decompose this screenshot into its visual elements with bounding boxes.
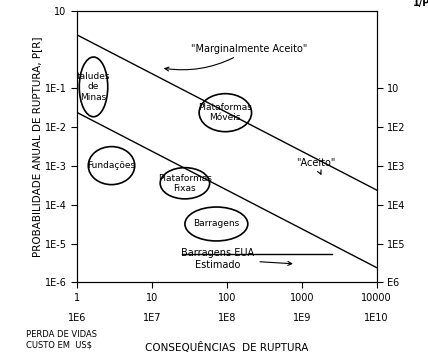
Text: "Aceito": "Aceito" [296, 157, 335, 174]
X-axis label: CONSE​QUÊNCIAS  DE RUPTURA: CONSE​QUÊNCIAS DE RUPTURA [145, 342, 309, 353]
Text: Fundações: Fundações [87, 161, 136, 170]
Text: Barragens EUA
Estimado: Barragens EUA Estimado [181, 248, 292, 270]
Text: PERDA DE VIDAS
CUSTO EM  US$: PERDA DE VIDAS CUSTO EM US$ [26, 330, 97, 349]
Text: Plataformas
Móveis: Plataformas Móveis [199, 103, 252, 122]
Text: 1E6: 1E6 [68, 313, 86, 323]
Text: 1E7: 1E7 [143, 313, 161, 323]
Text: 1E8: 1E8 [218, 313, 236, 323]
Text: 1E9: 1E9 [293, 313, 311, 323]
Y-axis label: PROBABILIDADE ANUAL DE RUPTURA, P[R]: PROBABILIDADE ANUAL DE RUPTURA, P[R] [32, 36, 42, 257]
Text: 1E10: 1E10 [364, 313, 389, 323]
Text: "Marginalmente Aceito": "Marginalmente Aceito" [165, 43, 307, 71]
Text: taludes
de
Minas: taludes de Minas [77, 72, 110, 102]
Text: Plataformas
Fixas: Plataformas Fixas [158, 173, 212, 193]
Text: 1/P[: 1/P[ [413, 0, 428, 8]
Text: Barragens: Barragens [193, 219, 240, 228]
